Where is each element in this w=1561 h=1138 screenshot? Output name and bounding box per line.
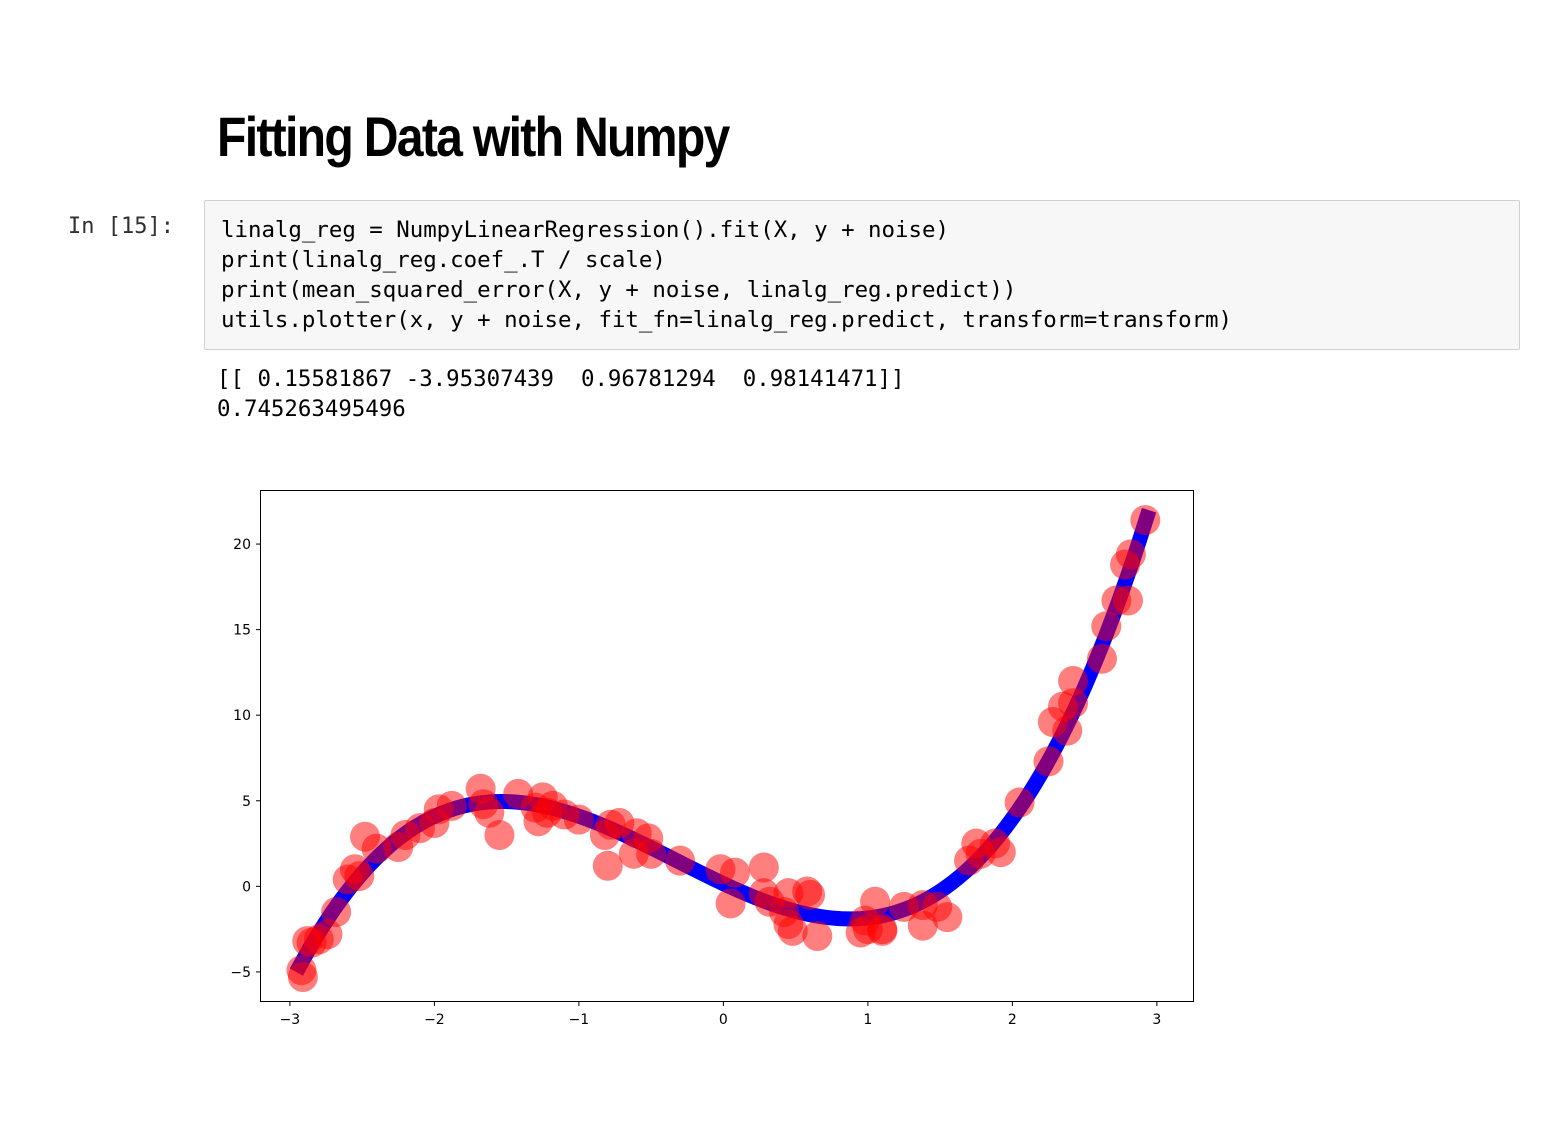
cell-prompt: In [15]:	[68, 214, 174, 239]
data-point-76	[1091, 611, 1122, 642]
data-point-55	[860, 886, 891, 917]
data-point-73	[1058, 688, 1089, 719]
x-tick-label-5: 2	[1008, 1012, 1017, 1028]
y-tick-label-5: 20	[233, 537, 251, 553]
plot-frame	[260, 490, 1194, 1002]
points-layer	[286, 505, 1161, 993]
code-cell-input[interactable]: linalg_reg = NumpyLinearRegression().fit…	[204, 200, 1520, 350]
axes-layer: −3 −2 −1 0 1 2 3 −5 0 5 10 15 20	[230, 537, 1161, 1028]
data-point-75	[1086, 643, 1117, 674]
data-point-17	[436, 790, 467, 821]
data-point-6	[321, 897, 352, 928]
y-tick-label-0: −5	[230, 965, 251, 981]
data-point-37	[636, 838, 667, 869]
data-point-57	[867, 914, 898, 945]
data-point-31	[592, 850, 623, 881]
y-tick-label-3: 10	[233, 708, 251, 724]
output-mse: 0.745263495496	[217, 396, 406, 422]
x-tick-label-1: −2	[424, 1012, 445, 1028]
data-point-50	[795, 879, 826, 910]
data-point-68	[1004, 787, 1035, 818]
code-line-3: print(mean_squared_error(X, y + noise, l…	[221, 277, 1017, 303]
page-title: Fitting Data with Numpy	[217, 105, 730, 168]
data-point-51	[802, 920, 833, 951]
data-point-62	[932, 902, 963, 933]
output-coefficients: [[ 0.15581867 -3.95307439 0.96781294 0.9…	[217, 366, 905, 392]
data-point-81	[1130, 505, 1161, 536]
y-tick-label-2: 5	[242, 794, 251, 810]
x-tick-label-6: 3	[1152, 1012, 1161, 1028]
data-point-42	[748, 852, 779, 883]
data-point-69	[1033, 746, 1064, 777]
data-point-78	[1112, 585, 1143, 616]
data-point-38	[665, 845, 696, 876]
data-point-11	[361, 833, 392, 864]
data-point-40	[715, 888, 746, 919]
data-point-9	[344, 861, 375, 892]
x-tick-label-4: 1	[863, 1012, 872, 1028]
data-point-29	[563, 804, 594, 835]
y-tick-label-1: 0	[242, 879, 251, 895]
data-point-41	[719, 857, 750, 888]
data-point-67	[985, 837, 1016, 868]
data-point-72	[1052, 715, 1083, 746]
code-line-1: linalg_reg = NumpyLinearRegression().fit…	[221, 217, 949, 243]
x-tick-label-0: −3	[280, 1012, 301, 1028]
code-line-4: utils.plotter(x, y + noise, fit_fn=linal…	[221, 307, 1233, 333]
x-tick-label-2: −1	[569, 1012, 590, 1028]
data-point-47	[777, 915, 808, 946]
y-tick-label-4: 15	[233, 623, 251, 639]
data-point-80	[1115, 539, 1146, 570]
x-tick-label-3: 0	[719, 1012, 728, 1028]
code-line-2: print(linalg_reg.coef_.T / scale)	[221, 247, 666, 273]
data-point-74	[1058, 665, 1089, 696]
data-point-1	[287, 962, 318, 993]
fit-scatter-plot: −3 −2 −1 0 1 2 3 −5 0 5 10 15 20	[230, 490, 1194, 1028]
data-point-21	[484, 819, 515, 850]
